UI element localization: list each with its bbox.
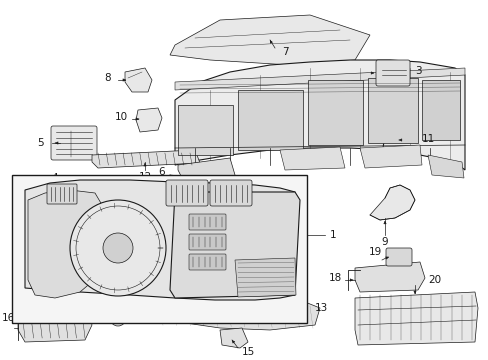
Polygon shape [359,145,421,168]
FancyBboxPatch shape [165,180,207,206]
FancyBboxPatch shape [375,60,409,86]
Polygon shape [28,190,105,298]
Polygon shape [170,15,369,65]
Polygon shape [175,68,464,90]
Polygon shape [178,158,235,185]
Text: 8: 8 [104,73,111,83]
Text: 7: 7 [281,47,288,57]
Polygon shape [175,60,464,170]
Bar [178,105,232,155]
Bar [12,175,306,323]
Text: 17: 17 [93,303,106,313]
Polygon shape [280,147,345,170]
Text: 5: 5 [37,138,43,148]
Text: 6: 6 [159,167,165,177]
Text: 19: 19 [367,247,381,257]
FancyBboxPatch shape [189,254,225,270]
Polygon shape [136,108,162,132]
Polygon shape [427,155,463,178]
Text: 13: 13 [314,303,327,313]
FancyBboxPatch shape [189,234,225,250]
Bar [367,78,417,143]
FancyBboxPatch shape [209,180,251,206]
Text: 2: 2 [254,300,261,310]
Polygon shape [25,180,294,300]
Text: 15: 15 [241,347,254,357]
FancyBboxPatch shape [51,126,97,160]
FancyBboxPatch shape [189,214,225,230]
Text: 20: 20 [427,275,441,285]
Polygon shape [92,150,200,168]
Text: 9: 9 [381,237,387,247]
Bar [421,80,459,140]
Text: 11: 11 [421,134,434,144]
Polygon shape [215,280,262,298]
Circle shape [110,310,126,326]
Polygon shape [170,192,299,298]
Circle shape [103,233,133,263]
Polygon shape [18,310,92,342]
Text: 3: 3 [414,66,421,76]
Polygon shape [354,292,477,345]
Polygon shape [235,258,295,297]
Text: 12: 12 [138,172,151,182]
Polygon shape [354,262,424,292]
Text: 16: 16 [1,313,15,323]
Polygon shape [369,185,414,220]
Text: 4: 4 [52,173,58,183]
Text: 10: 10 [114,112,127,122]
Text: 14: 14 [211,267,224,277]
FancyBboxPatch shape [47,184,77,204]
Bar [307,80,362,145]
Text: 18: 18 [328,273,341,283]
Circle shape [114,314,122,322]
FancyBboxPatch shape [385,248,411,266]
Circle shape [70,200,165,296]
Text: 1: 1 [329,230,336,240]
Bar [238,90,303,150]
Polygon shape [125,68,152,92]
Polygon shape [155,295,319,330]
Polygon shape [220,328,247,348]
